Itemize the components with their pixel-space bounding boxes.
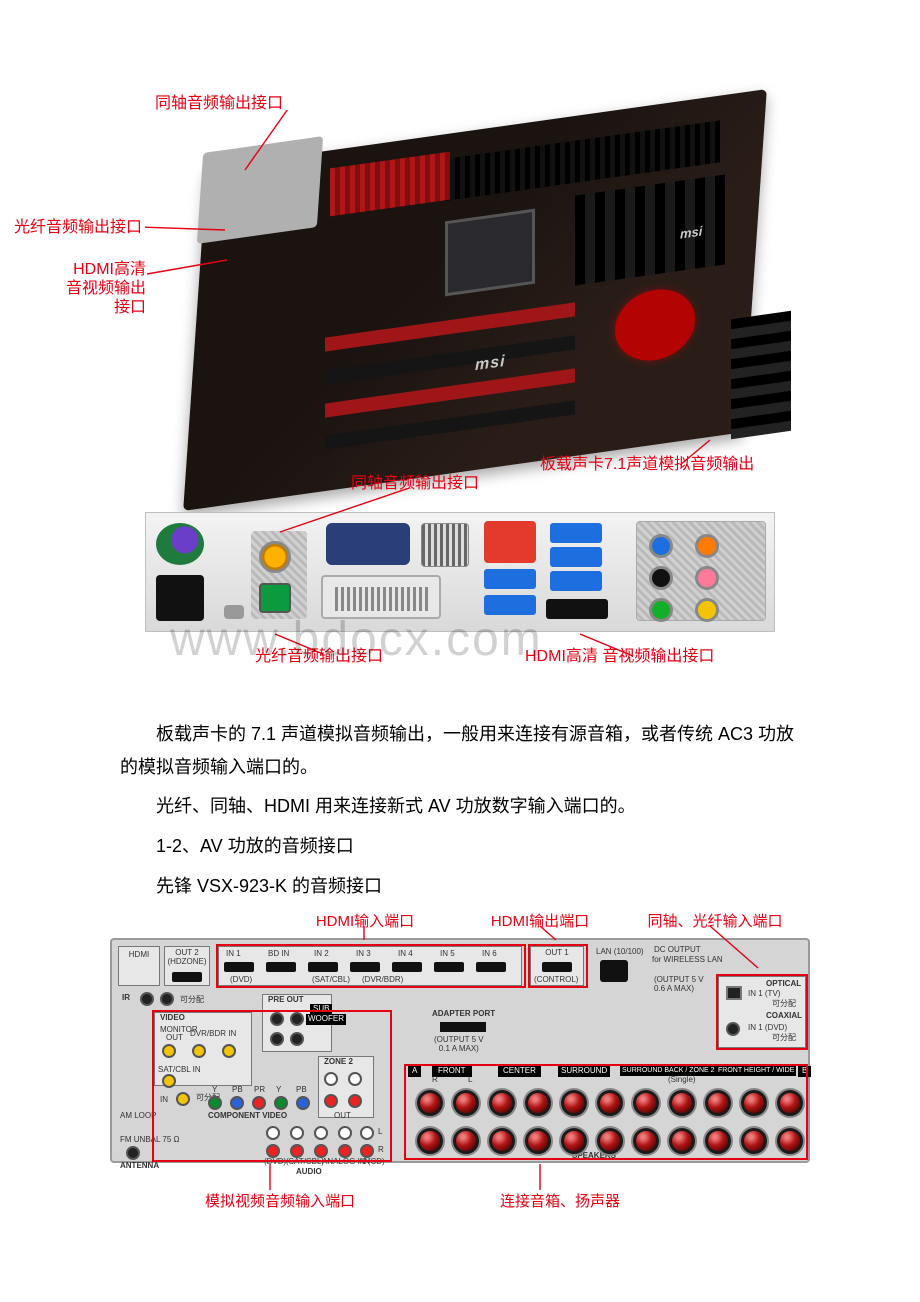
caption-analog-in: 模拟视频音频输入端口 xyxy=(190,1190,370,1211)
vent-grille-icon xyxy=(421,523,469,567)
text-adapter: ADAPTER PORT xyxy=(432,1010,495,1019)
text-out2-l2: (HDZONE) xyxy=(165,958,209,967)
caption-hdmi-out: HDMI输出端口 xyxy=(480,910,600,931)
text-preout: PRE OUT xyxy=(268,996,304,1005)
speaker-terminal-icon xyxy=(417,1090,443,1116)
vga-port-icon xyxy=(326,523,410,565)
speaker-terminal-icon xyxy=(561,1128,587,1154)
label-coax-out: 同轴音频输出接口 xyxy=(155,94,283,113)
dvi-port-icon xyxy=(321,575,441,619)
speaker-terminal-icon xyxy=(525,1128,551,1154)
sata-ports xyxy=(731,311,791,439)
page: msi msi 同轴音频输出接口 光纤音频输出接口 HDMI高清 音视频输出接口… xyxy=(0,0,920,1302)
text-dc1: for WIRELESS LAN xyxy=(652,956,723,965)
caption-hdmi-in: HDMI输入端口 xyxy=(305,910,425,931)
speaker-terminal-icon xyxy=(561,1090,587,1116)
lan-port-icon xyxy=(600,960,628,982)
speaker-terminal-icon xyxy=(669,1090,695,1116)
speaker-terminal-icon xyxy=(453,1090,479,1116)
text-adapter-sub: (OUTPUT 5 V 0.1 A MAX) xyxy=(434,1036,484,1054)
speaker-terminal-icon xyxy=(669,1128,695,1154)
paragraph-4: 先锋 VSX-923-K 的音频接口 xyxy=(120,870,800,903)
label-coax-out-2: 同轴音频输出接口 xyxy=(335,474,495,493)
receiver-figure: HDMI输入端口 HDMI输出端口 同轴、光纤输入端口 HDMI OUT 2 (… xyxy=(110,910,810,1220)
usb3-port-icon xyxy=(550,547,602,567)
speaker-terminal-icon xyxy=(417,1128,443,1154)
audio-jack-green-icon xyxy=(649,598,673,622)
speaker-terminal-icon xyxy=(633,1128,659,1154)
highlight-hdmi-in xyxy=(216,944,526,988)
speaker-terminal-icon xyxy=(489,1128,515,1154)
receiver-rear-panel: HDMI OUT 2 (HDZONE) IN 1 BD IN IN 2 IN 3… xyxy=(110,938,810,1163)
paragraph-3: 1-2、AV 功放的音频接口 xyxy=(120,830,800,863)
hdmi-port-icon xyxy=(546,599,608,619)
speaker-terminal-icon xyxy=(633,1090,659,1116)
label-hdmi-l2: 音视频输出接口 xyxy=(66,279,146,317)
text-dcout: DC OUTPUT xyxy=(654,946,701,955)
usb3-port-icon xyxy=(550,571,602,591)
highlight-digital-in xyxy=(716,974,808,1050)
text-ir: IR xyxy=(122,994,130,1003)
coax-jack-icon xyxy=(259,541,291,573)
io-panel-figure: 同轴音频输出接口 光纤音频输出接口 HDMI高清 音视频输 xyxy=(145,488,775,678)
highlight-hdmi-out xyxy=(528,944,588,988)
usb3-port-icon xyxy=(550,523,602,543)
text-hdmi: HDMI xyxy=(118,946,160,986)
ir-in-icon xyxy=(140,992,154,1006)
usb2-ports-icon xyxy=(156,575,204,621)
text-lan: LAN (10/100) xyxy=(596,948,644,957)
msi-corner-logo: msi xyxy=(680,223,702,241)
label-optical-out: 光纤音频输出接口 xyxy=(12,218,142,237)
audio-jack-blue-icon xyxy=(649,534,673,558)
motherboard-figure: msi msi xyxy=(145,110,785,480)
caption-digital-in: 同轴、光纤输入端口 xyxy=(635,910,795,931)
label-hdmi-out-2: HDMI高清 音视频输出接口 xyxy=(525,647,714,666)
ps2-port-icon xyxy=(156,523,204,565)
clear-cmos-button-icon xyxy=(224,605,244,619)
speaker-terminal-icon xyxy=(741,1128,767,1154)
adapter-port-icon xyxy=(440,1022,486,1032)
speaker-terminal-icon xyxy=(705,1128,731,1154)
io-plate xyxy=(145,512,775,632)
usb3-port-icon xyxy=(484,595,536,615)
rear-io-block xyxy=(197,136,323,244)
label-hdmi-out: HDMI高清 音视频输出接口 xyxy=(66,260,146,318)
text-amloop: AM LOOP xyxy=(120,1112,156,1121)
speaker-terminal-icon xyxy=(489,1090,515,1116)
speaker-terminal-icon xyxy=(741,1090,767,1116)
audio-jack-black-icon xyxy=(649,566,673,590)
speaker-terminal-icon xyxy=(525,1090,551,1116)
rj45-port-icon xyxy=(484,521,536,563)
optical-jack-icon xyxy=(259,583,291,613)
text-antenna: ANTENNA xyxy=(120,1162,159,1171)
text-dc2: (OUTPUT 5 V 0.6 A MAX) xyxy=(654,976,704,994)
audio-jack-orange-icon xyxy=(695,534,719,558)
usb3-port-icon xyxy=(484,569,536,589)
speaker-terminal-icon xyxy=(597,1128,623,1154)
speaker-terminal-icon xyxy=(453,1128,479,1154)
caption-speakers: 连接音箱、扬声器 xyxy=(470,1190,650,1211)
speaker-terminal-icon xyxy=(777,1090,803,1116)
paragraph-2: 光纤、同轴、HDMI 用来连接新式 AV 功放数字输入端口的。 xyxy=(120,790,800,823)
label-optical-out-2: 光纤音频输出接口 xyxy=(255,647,383,666)
audio-jack-yellow-icon xyxy=(695,598,719,622)
audio-jack-pink-icon xyxy=(695,566,719,590)
text-ir-assign: 可分配 xyxy=(180,996,204,1005)
paragraph-1: 板载声卡的 7.1 声道模拟音频输出，一般用来连接有源音箱，或者传统 AC3 功… xyxy=(120,718,800,785)
hdmi-slot-icon xyxy=(172,972,202,982)
highlight-analog-in xyxy=(152,1010,392,1162)
speaker-terminal-icon xyxy=(777,1128,803,1154)
text-audio: AUDIO xyxy=(296,1168,322,1177)
speaker-terminal-icon xyxy=(705,1090,731,1116)
ir-out-icon xyxy=(160,992,174,1006)
fm-ant-icon xyxy=(126,1146,140,1160)
speaker-terminal-icon xyxy=(597,1090,623,1116)
label-analog-71: 板载声卡7.1声道模拟音频输出 xyxy=(540,455,800,474)
audio-jack-cluster xyxy=(636,521,766,621)
label-hdmi-l1: HDMI高清 xyxy=(66,260,146,279)
cpu-socket xyxy=(445,209,535,297)
